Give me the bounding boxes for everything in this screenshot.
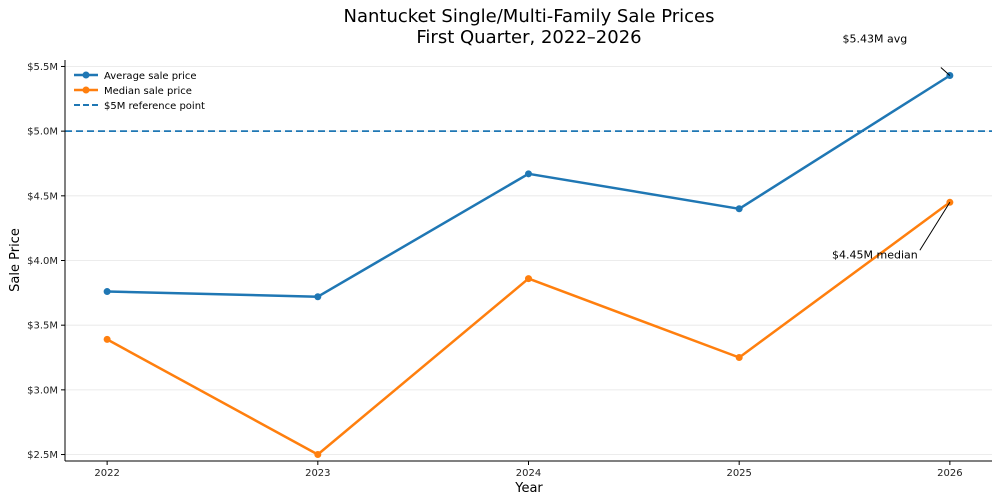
median-price-line xyxy=(106,201,951,456)
average-price-point xyxy=(103,288,111,296)
average-price-point xyxy=(525,170,532,178)
x-tick-label: 2026 xyxy=(937,468,962,479)
x-axis-label: Year xyxy=(514,481,543,496)
chart-subtitle: First Quarter, 2022–2026 xyxy=(416,27,641,48)
y-axis-label: Sale Price xyxy=(8,228,23,292)
annotations-group: $5.43M avg $4.45M median xyxy=(832,33,951,261)
median-price-point xyxy=(735,354,743,362)
annotation-label: $5.43M avg xyxy=(843,33,908,46)
y-tick-label: $3.0M xyxy=(27,385,58,396)
legend-label-average: Average sale price xyxy=(104,71,197,82)
x-tick-label: 2025 xyxy=(726,468,751,479)
annotation-arrow xyxy=(919,202,951,251)
average-price-point xyxy=(735,205,743,213)
average-price-line xyxy=(107,74,951,298)
y-tick-label: $5.0M xyxy=(27,127,58,138)
median-price-point xyxy=(314,451,322,459)
y-ticks: $2.5M $3.0M $3.5M $4.0M $4.5M $5.0M $5.5M xyxy=(27,62,65,461)
x-tick-label: 2024 xyxy=(516,468,541,479)
legend-marker-average xyxy=(82,71,90,79)
y-tick-label: $4.0M xyxy=(27,256,58,267)
y-tick-label: $2.5M xyxy=(27,450,58,461)
median-price-point xyxy=(103,335,111,343)
legend: Average sale price Median sale price $5M… xyxy=(74,71,205,112)
annotation-arrow xyxy=(940,67,951,76)
legend-label-median: Median sale price xyxy=(104,86,192,97)
series-group xyxy=(103,72,954,459)
x-ticks: 2022 2023 2024 2025 2026 xyxy=(94,461,963,479)
chart-title: Nantucket Single/Multi-Family Sale Price… xyxy=(344,6,715,27)
median-price-point xyxy=(525,275,532,283)
legend-label-reference: $5M reference point xyxy=(104,101,205,112)
y-tick-label: $4.5M xyxy=(27,191,58,202)
y-tick-label: $3.5M xyxy=(27,321,58,332)
x-tick-label: 2022 xyxy=(94,468,119,479)
x-tick-label: 2023 xyxy=(305,468,330,479)
annotation-label: $4.45M median xyxy=(832,248,918,261)
legend-marker-median xyxy=(82,86,90,94)
y-tick-label: $5.5M xyxy=(27,62,58,73)
average-price-point xyxy=(314,293,322,301)
